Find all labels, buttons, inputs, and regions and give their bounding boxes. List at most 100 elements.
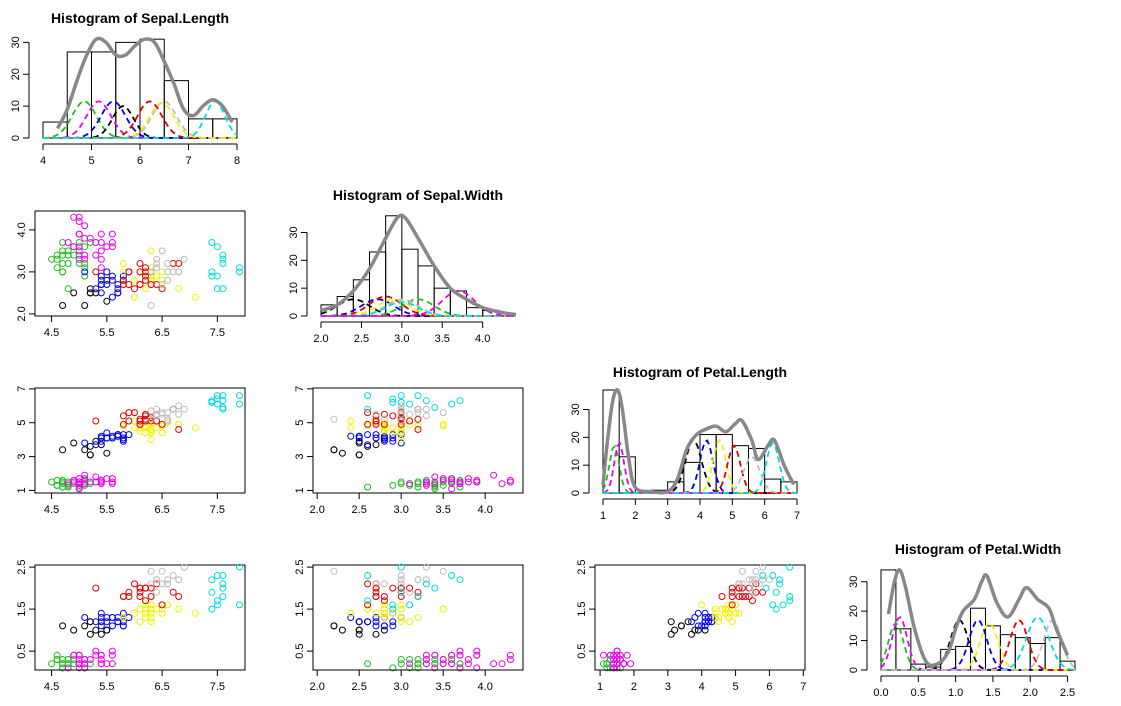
scatter-point — [705, 618, 712, 626]
scatter-point — [92, 417, 100, 425]
scatter-point — [772, 588, 780, 596]
scatter-point — [414, 614, 422, 621]
y-axis: 1 3 5 7 — [294, 386, 313, 494]
scatter-point — [97, 247, 105, 255]
scatter-point — [103, 429, 111, 437]
scatter-point — [431, 660, 439, 668]
scatter-point — [431, 651, 439, 659]
scatter-point — [175, 576, 183, 584]
y-tick-label: 1 — [16, 487, 28, 493]
histogram-bar — [212, 118, 238, 139]
scatter-point — [691, 614, 699, 621]
scatter-point — [108, 614, 116, 621]
scatter-point — [108, 230, 116, 238]
histogram-bar — [955, 645, 972, 671]
x-tick-label: 6.5 — [154, 681, 169, 693]
x-tick-label: 3.0 — [394, 333, 409, 345]
histogram-bar — [731, 445, 749, 494]
scatter-point — [711, 614, 719, 621]
scatter-point — [752, 576, 760, 584]
scatter-point — [219, 255, 227, 263]
scatter-point — [732, 609, 740, 617]
scatter-point — [448, 572, 456, 579]
scatter-point — [389, 664, 397, 672]
scatter-point — [213, 597, 221, 605]
scatter-point — [158, 247, 166, 255]
scatter-point — [136, 427, 144, 435]
scatter-point — [422, 481, 430, 489]
scatter-point — [397, 601, 405, 609]
scatter-point — [158, 420, 166, 428]
scatter-point — [506, 651, 514, 659]
scatter-point — [97, 614, 105, 621]
scatter-point — [97, 656, 105, 663]
y-tick-label: 3 — [294, 454, 306, 460]
scatter-point — [414, 588, 422, 596]
histogram-title: Histogram of Petal.Width — [895, 541, 1061, 557]
scatter-point — [147, 426, 155, 433]
scatter-point — [701, 626, 709, 634]
scatter-point — [175, 426, 183, 433]
y-tick-label: 20 — [570, 431, 582, 443]
scatter-point — [125, 431, 133, 439]
scatter-point — [92, 251, 100, 259]
scatter-point — [364, 605, 372, 613]
scatter-point — [59, 247, 67, 255]
component-density-curve — [320, 298, 515, 317]
scatter-point — [108, 622, 116, 630]
scatter-point — [59, 446, 67, 454]
scatter-point — [701, 614, 709, 621]
scatter-point — [97, 289, 105, 297]
scatter-point — [347, 417, 355, 425]
scatter-point — [147, 609, 155, 617]
scatter-point — [422, 660, 430, 668]
x-tick-label: 6.5 — [154, 504, 169, 516]
y-tick-label: 3 — [16, 454, 28, 460]
scatter-point — [81, 234, 89, 242]
scatter-point — [372, 580, 380, 588]
scatter-point — [92, 647, 100, 655]
scatter-point — [406, 410, 414, 418]
x-tick-label: 8 — [234, 155, 240, 167]
scatter-point — [125, 268, 133, 276]
scatter-point — [53, 264, 61, 272]
scatter-point — [108, 651, 116, 659]
scatter-point — [70, 289, 78, 297]
scatter-point — [92, 285, 100, 293]
scatter-panel-sepal-length-vs-sepal-width: 4.5 5.5 6.5 7.5 2.0 3.0 4.0 — [16, 210, 246, 339]
scatter-point — [694, 622, 702, 630]
histogram-bar — [1044, 637, 1061, 671]
scatter-point — [389, 424, 397, 432]
scatter-point — [142, 410, 149, 418]
scatter-point — [86, 234, 94, 242]
x-tick-label: 3.5 — [436, 504, 451, 516]
scatter-point — [431, 664, 439, 672]
scatter-point — [610, 656, 618, 663]
scatter-point — [725, 614, 733, 621]
scatter-point — [53, 255, 61, 263]
y-axis: 0 10 20 30 — [848, 576, 868, 673]
scatter-point — [355, 626, 363, 634]
x-tick-label: 2.5 — [352, 504, 367, 516]
x-tick-label: 6 — [766, 681, 772, 693]
scatter-point — [119, 412, 127, 420]
scatter-point — [219, 251, 227, 259]
scatter-point — [103, 243, 111, 251]
histogram-panel-sepal-width: Histogram of Sepal.Width 2.0 2.5 3.0 3.5 4.0 0… — [288, 187, 516, 345]
scatter-point — [456, 647, 464, 655]
histogram-bar — [895, 628, 912, 671]
x-tick-label: 1 — [600, 510, 606, 522]
scatter-point — [406, 588, 414, 596]
scatter-point — [779, 601, 787, 609]
scatter-point — [208, 272, 216, 280]
scatter-point — [158, 285, 166, 293]
scatter-point — [364, 392, 372, 400]
scatter-point — [448, 475, 456, 483]
x-axis: 1 2 3 4 5 6 7 — [597, 669, 806, 693]
scatter-point — [677, 622, 685, 630]
scatter-point — [147, 247, 155, 255]
scatter-point — [136, 593, 144, 600]
scatter-point — [53, 251, 61, 259]
overall-density-curve — [320, 213, 516, 317]
x-tick-label: 4.0 — [478, 504, 493, 516]
